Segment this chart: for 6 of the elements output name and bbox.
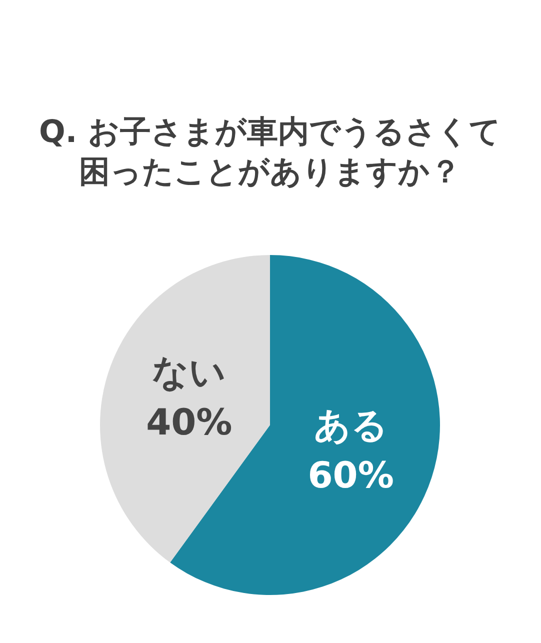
pie-slice — [100, 255, 270, 563]
slice-label: ない — [152, 352, 226, 394]
chart-title: Q. お子さまが車内でうるさくて困ったことがありますか？ — [38, 113, 502, 192]
data-label: 40% — [146, 402, 232, 444]
data-label: 60% — [308, 455, 394, 496]
slice-label: ある — [314, 405, 388, 446]
